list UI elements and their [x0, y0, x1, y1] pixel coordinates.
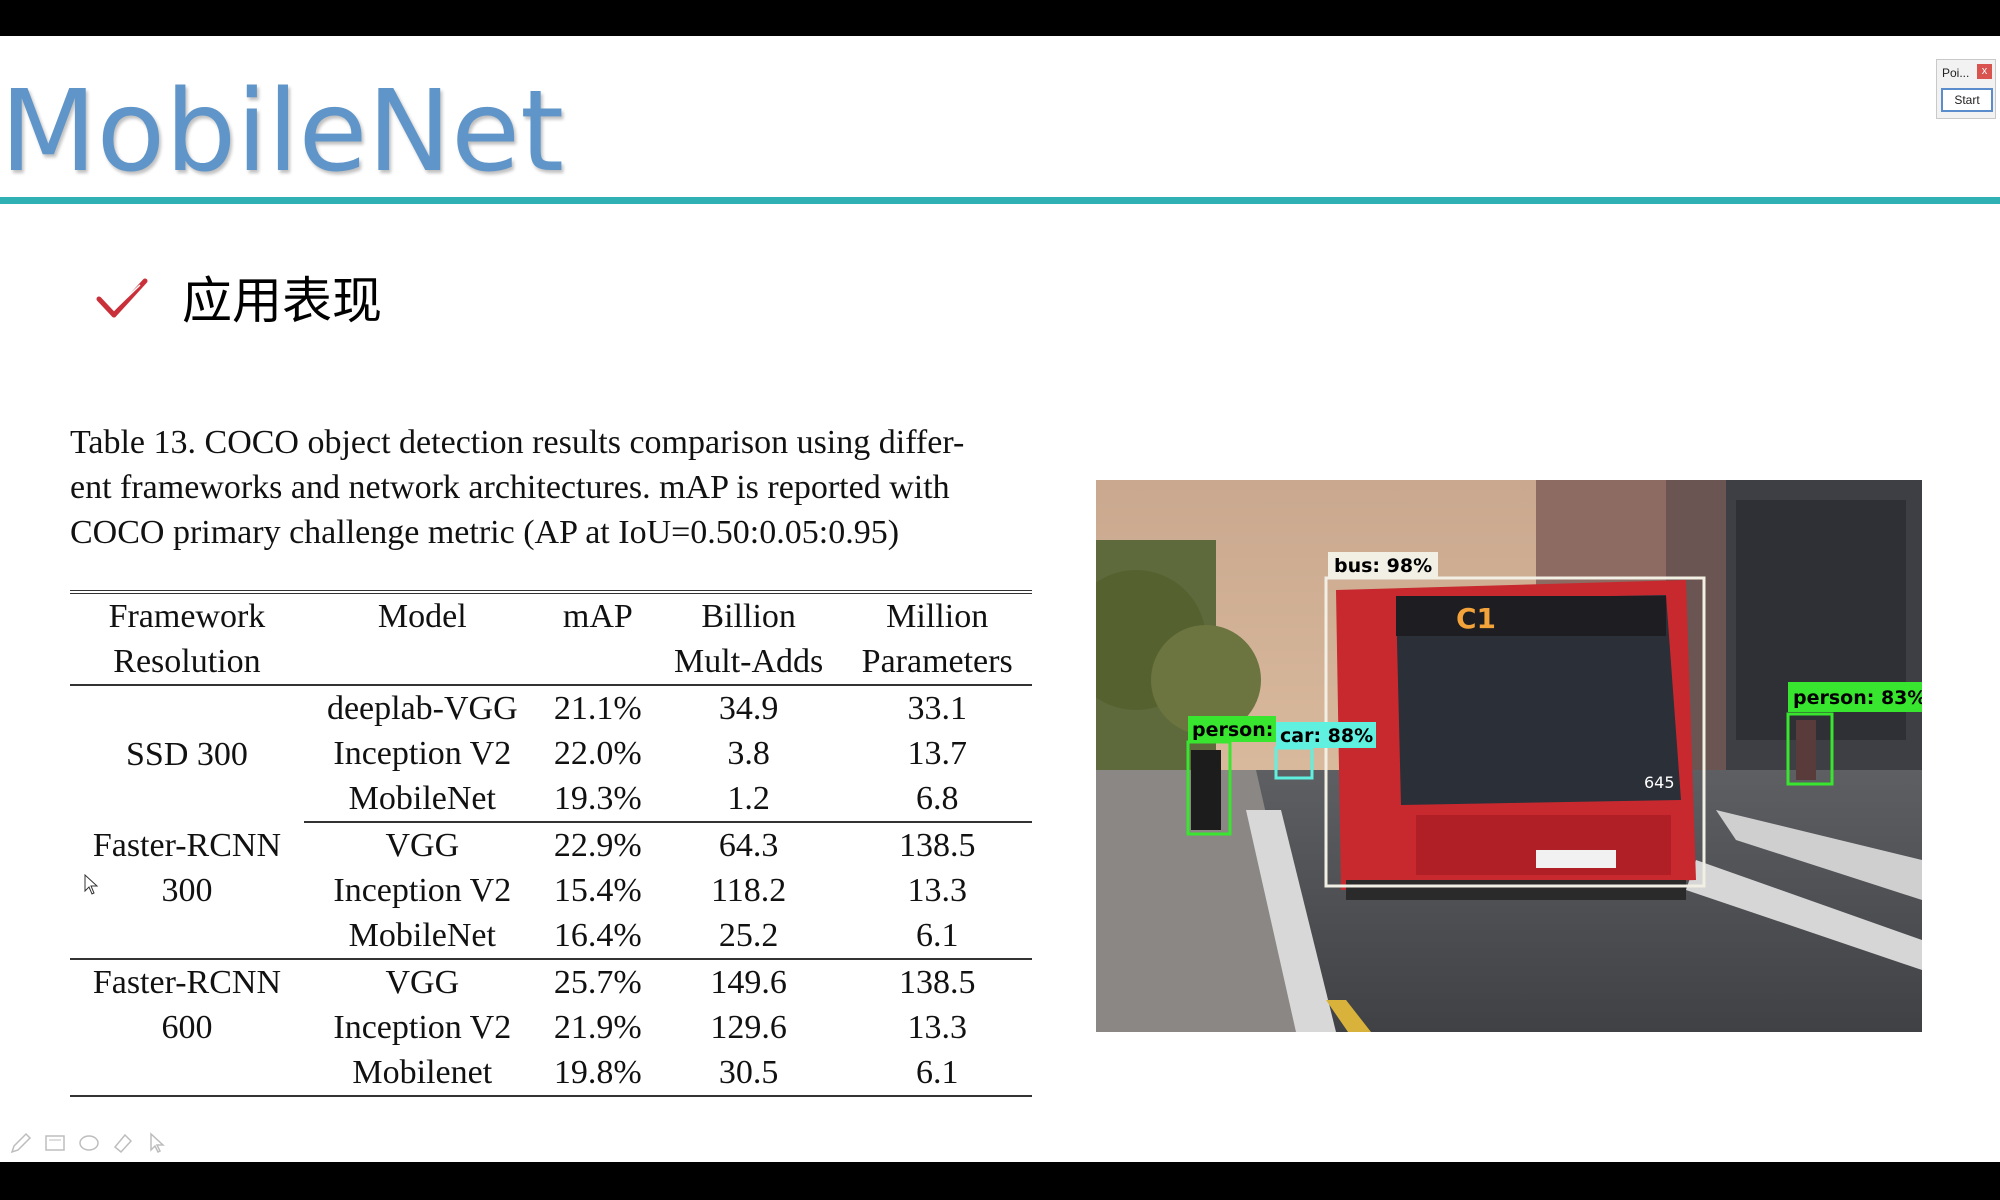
detection-label-bus: bus: 98%	[1334, 555, 1432, 577]
params-cell: 6.1	[842, 913, 1032, 960]
framework-cell: SSD 300	[126, 735, 248, 773]
table-row: SSD 300 deeplab-VGG 21.1% 34.9 33.1	[70, 685, 1032, 773]
framework-cell: 600	[161, 1009, 213, 1046]
table-row: Mobilenet 19.8% 30.5 6.1	[70, 1050, 1032, 1097]
mult-adds-cell: 1.2	[654, 776, 843, 823]
framework-cell: Faster-RCNN	[92, 964, 282, 1001]
mult-adds-cell: 34.9	[718, 690, 779, 727]
table-row: Faster-RCNN VGG 22.9% 64.3 138.5	[70, 822, 1032, 868]
model-cell: VGG	[385, 964, 460, 1001]
header-params: Million	[886, 598, 989, 635]
params-cell: 13.3	[907, 872, 967, 909]
map-cell: 22.9%	[553, 827, 642, 864]
params-cell: 13.3	[907, 1009, 967, 1046]
model-cell: Mobilenet	[303, 1050, 541, 1097]
model-cell: Inception V2	[333, 872, 512, 909]
slide: MobileNet 应用表现 Table 13. COCO object det…	[0, 36, 2000, 1162]
header-framework: Framework	[108, 598, 266, 635]
table-row: 600 Inception V2 21.9% 129.6 13.3	[70, 1005, 1032, 1050]
table-group-faster-rcnn-600: Faster-RCNN VGG 25.7% 149.6 138.5 600 In…	[70, 959, 1032, 1097]
pen-icon[interactable]	[8, 1130, 34, 1156]
mult-adds-cell: 129.6	[710, 1009, 787, 1046]
caption-line: COCO primary challenge metric (AP at IoU…	[70, 514, 900, 551]
results-table: Framework Model mAP Billion Million Reso…	[70, 590, 1032, 1097]
detection-photo: C1 645 bus: 98% person: car: 88% person:…	[1096, 480, 1922, 1032]
framework-cell: 300	[161, 872, 213, 909]
model-cell: Inception V2	[333, 735, 512, 772]
detection-label-car: car: 88%	[1280, 725, 1373, 747]
header-mult-adds-2: Mult-Adds	[654, 639, 843, 686]
map-cell: 15.4%	[553, 872, 642, 909]
mult-adds-cell: 30.5	[654, 1050, 843, 1097]
params-cell: 138.5	[898, 964, 976, 1001]
table-row: MobileNet 19.3% 1.2 6.8	[70, 776, 1032, 823]
slide-title: MobileNet	[0, 67, 564, 197]
table-group-ssd300: SSD 300 deeplab-VGG 21.1% 34.9 33.1 Ince…	[70, 685, 1032, 823]
widget-title: Poi...	[1942, 66, 1970, 80]
header-map: mAP	[562, 598, 633, 635]
model-cell: MobileNet	[303, 913, 541, 960]
screen-icon[interactable]	[42, 1130, 68, 1156]
widget-close-button[interactable]: x	[1977, 64, 1992, 79]
table-row: Faster-RCNN VGG 25.7% 149.6 138.5	[70, 959, 1032, 1005]
header-resolution: Resolution	[70, 639, 304, 686]
params-cell: 13.7	[907, 735, 967, 772]
bus-destination-sign: C1	[1456, 602, 1496, 635]
table-caption: Table 13. COCO object detection results …	[70, 420, 1055, 555]
framework-cell: Faster-RCNN	[92, 826, 282, 864]
annotation-toolbar	[8, 1128, 170, 1158]
header-mult-adds: Billion	[701, 598, 796, 635]
pointer-widget: Poi... x Start	[1936, 59, 1996, 119]
detection-box-person-right	[1786, 712, 1834, 786]
map-cell: 25.7%	[553, 964, 642, 1001]
pointer-icon[interactable]	[144, 1130, 170, 1156]
widget-start-button[interactable]: Start	[1941, 88, 1993, 112]
highlighter-icon[interactable]	[110, 1130, 136, 1156]
checkmark-icon	[96, 278, 148, 318]
map-cell: 19.3%	[540, 776, 655, 823]
bullet-heading: 应用表现	[182, 272, 382, 330]
params-cell: 138.5	[898, 827, 976, 864]
street-scene: C1 645 bus: 98% person: car: 88% person:…	[1096, 480, 1922, 1032]
caption-line: ent frameworks and network architectures…	[70, 469, 950, 506]
eraser-icon[interactable]	[76, 1130, 102, 1156]
map-cell: 22.0%	[553, 735, 642, 772]
mult-adds-cell: 118.2	[711, 872, 787, 909]
table-row: MobileNet 16.4% 25.2 6.1	[70, 913, 1032, 960]
params-cell: 6.1	[842, 1050, 1032, 1097]
map-cell: 21.1%	[553, 690, 642, 727]
mult-adds-cell: 149.6	[710, 964, 787, 1001]
params-cell: 33.1	[907, 690, 967, 727]
mult-adds-cell: 3.8	[727, 735, 770, 772]
header-model: Model	[377, 598, 467, 635]
header-params-2: Parameters	[842, 639, 1032, 686]
model-cell: VGG	[385, 827, 460, 864]
table-row: Inception V2 22.0% 3.8 13.7	[70, 731, 1032, 776]
map-cell: 21.9%	[553, 1009, 642, 1046]
caption-line: Table 13. COCO object detection results …	[70, 424, 965, 461]
params-cell: 6.8	[842, 776, 1032, 823]
map-cell: 16.4%	[540, 913, 655, 960]
table-row: 300 Inception V2 15.4% 118.2 13.3	[70, 868, 1032, 913]
mouse-cursor-icon	[84, 874, 99, 895]
model-cell: MobileNet	[303, 776, 541, 823]
detection-label-person-right: person: 83%	[1793, 687, 1922, 709]
mult-adds-cell: 25.2	[654, 913, 843, 960]
model-cell: deeplab-VGG	[326, 690, 518, 727]
detection-label-person-left: person:	[1192, 719, 1273, 741]
map-cell: 19.8%	[540, 1050, 655, 1097]
title-divider	[0, 197, 2000, 204]
table-group-faster-rcnn-300: Faster-RCNN VGG 22.9% 64.3 138.5 300 Inc…	[70, 822, 1032, 960]
mult-adds-cell: 64.3	[718, 827, 779, 864]
model-cell: Inception V2	[333, 1009, 512, 1046]
bus-number: 645	[1644, 773, 1675, 792]
